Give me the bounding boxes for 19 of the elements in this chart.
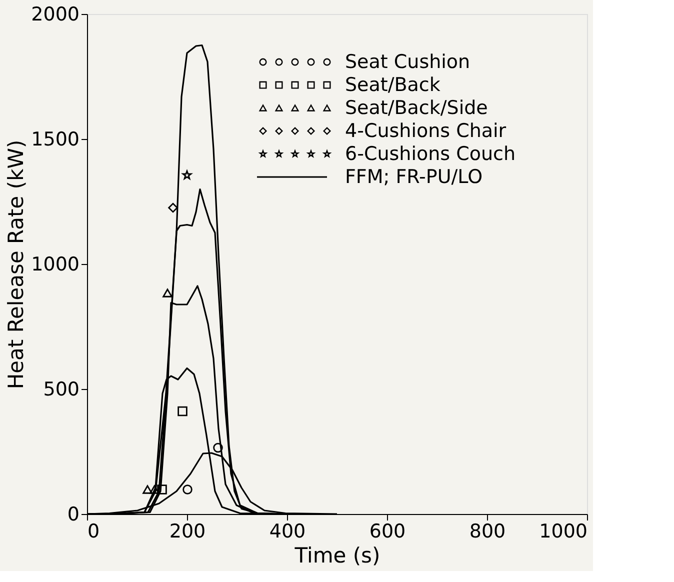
y-tick-label: 1500: [31, 128, 80, 150]
legend-label: FFM; FR-PU/LO: [345, 166, 483, 188]
x-tick-label: 0: [88, 520, 100, 542]
x-tick-label: 600: [369, 520, 406, 542]
x-tick-label: 800: [469, 520, 506, 542]
y-tick-label: 2000: [31, 4, 80, 26]
y-axis-title: Heat Release Rate (kW): [4, 140, 28, 390]
x-tick-label: 1000: [539, 520, 588, 542]
x-tick-label: 400: [269, 520, 306, 542]
y-tick-label: 0: [67, 504, 80, 526]
legend-label: Seat/Back/Side: [345, 97, 488, 119]
y-tick-label: 500: [43, 378, 80, 400]
legend-label: 4-Cushions Chair: [345, 120, 506, 142]
x-tick-label: 200: [169, 520, 206, 542]
legend-label: Seat/Back: [345, 74, 440, 96]
x-axis-title: Time (s): [294, 544, 380, 568]
legend-label: Seat Cushion: [345, 51, 470, 73]
y-tick-label: 1000: [31, 254, 80, 276]
legend-label: 6-Cushions Couch: [345, 143, 516, 165]
